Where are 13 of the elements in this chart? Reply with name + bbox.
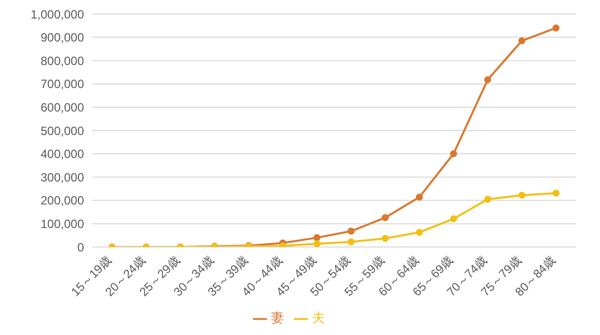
y-tick-label: 300,000 bbox=[40, 170, 84, 184]
y-tick-label: 700,000 bbox=[40, 77, 84, 92]
y-tick-label: 1,000,000 bbox=[30, 7, 84, 22]
y-tick-label: 500,000 bbox=[40, 124, 84, 138]
y-tick-label: 600,000 bbox=[40, 100, 84, 114]
y-tick-label: 800,000 bbox=[40, 54, 84, 68]
y-tick-label: 900,000 bbox=[40, 30, 84, 45]
y-tick-label: 100,000 bbox=[40, 216, 84, 231]
legend-label: 妻 bbox=[271, 310, 284, 325]
y-tick-label: 400,000 bbox=[40, 147, 84, 162]
y-tick-label: 0 bbox=[77, 240, 84, 254]
y-tick-label: 200,000 bbox=[40, 194, 84, 208]
legend-label: 夫 bbox=[312, 310, 325, 325]
